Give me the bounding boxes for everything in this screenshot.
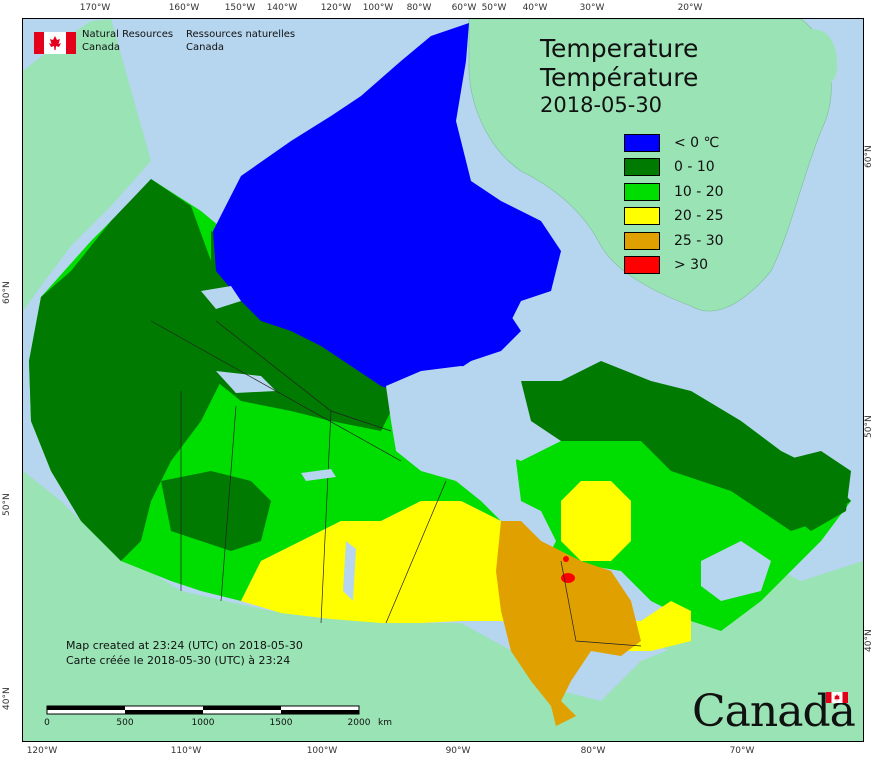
map-canvas bbox=[23, 19, 863, 741]
legend-swatch bbox=[624, 207, 660, 226]
left-tick-50n: 50°N bbox=[2, 493, 12, 516]
left-tick-40n: 40°N bbox=[2, 687, 12, 710]
top-tick-80w: 80°W bbox=[406, 3, 432, 13]
legend-label: 10 - 20 bbox=[674, 183, 724, 200]
usa-northeast-land bbox=[641, 561, 863, 661]
top-tick-60w: 60°W bbox=[451, 3, 477, 13]
left-tick-60n: 60°N bbox=[2, 281, 12, 304]
scale-unit: km bbox=[378, 718, 392, 728]
great-slave-lake-water bbox=[216, 371, 276, 393]
agency-name-en: Natural Resources Canada bbox=[82, 28, 173, 54]
right-tick-50n: 50°N bbox=[864, 415, 874, 438]
top-tick-140w: 140°W bbox=[266, 3, 298, 13]
legend-label: > 30 bbox=[674, 256, 708, 273]
top-tick-150w: 150°W bbox=[224, 3, 256, 13]
title-fr: Température bbox=[540, 63, 699, 92]
credit-fr: Carte créée le 2018-05-30 (UTC) à 23:24 bbox=[66, 654, 291, 667]
legend-label: 0 - 10 bbox=[674, 159, 715, 176]
map-credit: Map created at 23:24 (UTC) on 2018-05-30… bbox=[66, 638, 303, 668]
right-tick-60n: 60°N bbox=[864, 145, 874, 168]
zone-above-30-spot-2 bbox=[563, 556, 569, 562]
lake-athabasca-water bbox=[301, 469, 336, 481]
top-tick-100w: 100°W bbox=[362, 3, 394, 13]
bottom-tick-80w: 80°W bbox=[580, 746, 606, 756]
top-tick-30w: 30°W bbox=[579, 3, 605, 13]
scale-label-1500: 1500 bbox=[269, 718, 293, 728]
title-en: Temperature bbox=[540, 34, 699, 63]
scale-bar-graphic bbox=[46, 705, 360, 715]
agency-fr-line2: Canada bbox=[186, 42, 225, 53]
lake-winnipeg-water bbox=[343, 541, 356, 601]
bottom-tick-90w: 90°W bbox=[445, 746, 471, 756]
legend-swatch bbox=[624, 255, 660, 274]
bottom-tick-70w: 70°W bbox=[729, 746, 755, 756]
legend-swatch bbox=[624, 134, 660, 152]
legend-label: 20 - 25 bbox=[674, 208, 724, 225]
scale-label-2000: 2000 bbox=[347, 718, 371, 728]
legend-label: 25 - 30 bbox=[674, 232, 724, 249]
agency-name-fr: Ressources naturelles Canada bbox=[186, 28, 295, 54]
agency-fr-line1: Ressources naturelles bbox=[186, 29, 296, 40]
canada-flag-icon bbox=[34, 32, 76, 54]
zone-below-0-baffin-south bbox=[456, 301, 521, 361]
zone-0-10-bc-interior bbox=[161, 471, 271, 551]
bottom-tick-100w: 100°W bbox=[306, 746, 338, 756]
zone-0-10-northwest bbox=[29, 179, 221, 561]
wordmark-flag-icon bbox=[826, 692, 848, 703]
legend-swatch bbox=[624, 231, 660, 250]
zone-above-30-spot-1 bbox=[561, 573, 575, 583]
greenland-east-island bbox=[801, 29, 838, 87]
top-tick-40w: 40°W bbox=[522, 3, 548, 13]
agency-en-line1: Natural Resources bbox=[82, 29, 174, 40]
top-tick-120w: 120°W bbox=[320, 3, 352, 13]
great-bear-lake-water bbox=[201, 286, 241, 309]
scale-label-1000: 1000 bbox=[191, 718, 215, 728]
zone-25-30-ontario bbox=[496, 521, 641, 726]
title-date: 2018-05-30 bbox=[540, 93, 663, 117]
top-tick-160w: 160°W bbox=[168, 3, 200, 13]
gulf-st-lawrence-water bbox=[701, 541, 771, 601]
scale-label-0: 0 bbox=[44, 718, 50, 728]
top-tick-170w: 170°W bbox=[79, 3, 111, 13]
bottom-tick-120w: 120°W bbox=[26, 746, 58, 756]
usa-land bbox=[23, 471, 863, 741]
hudson-bay-water bbox=[386, 366, 551, 571]
map-title: Temperature Température 2018-05-30 bbox=[540, 34, 698, 118]
top-tick-50w: 50°W bbox=[481, 3, 507, 13]
scale-label-500: 500 bbox=[116, 718, 134, 728]
legend-swatch bbox=[624, 158, 660, 177]
alaska-land bbox=[23, 19, 151, 311]
credit-en: Map created at 23:24 (UTC) on 2018-05-30 bbox=[66, 639, 303, 652]
zone-0-10-newfoundland bbox=[781, 451, 851, 531]
scale-bar: 0 500 1000 1500 2000 km bbox=[44, 704, 392, 734]
top-tick-20w: 20°W bbox=[677, 3, 703, 13]
bottom-tick-110w: 110°W bbox=[170, 746, 202, 756]
map-frame bbox=[22, 18, 864, 742]
agency-en-line2: Canada bbox=[82, 42, 121, 53]
right-tick-40n: 40°N bbox=[864, 629, 874, 652]
provincial-borders bbox=[150, 320, 642, 647]
legend-swatch bbox=[624, 182, 660, 201]
zone-20-25-quebec bbox=[561, 481, 631, 561]
legend-label: < 0 ℃ bbox=[674, 135, 720, 151]
zone-0-10-quebec-labrador bbox=[521, 361, 851, 531]
